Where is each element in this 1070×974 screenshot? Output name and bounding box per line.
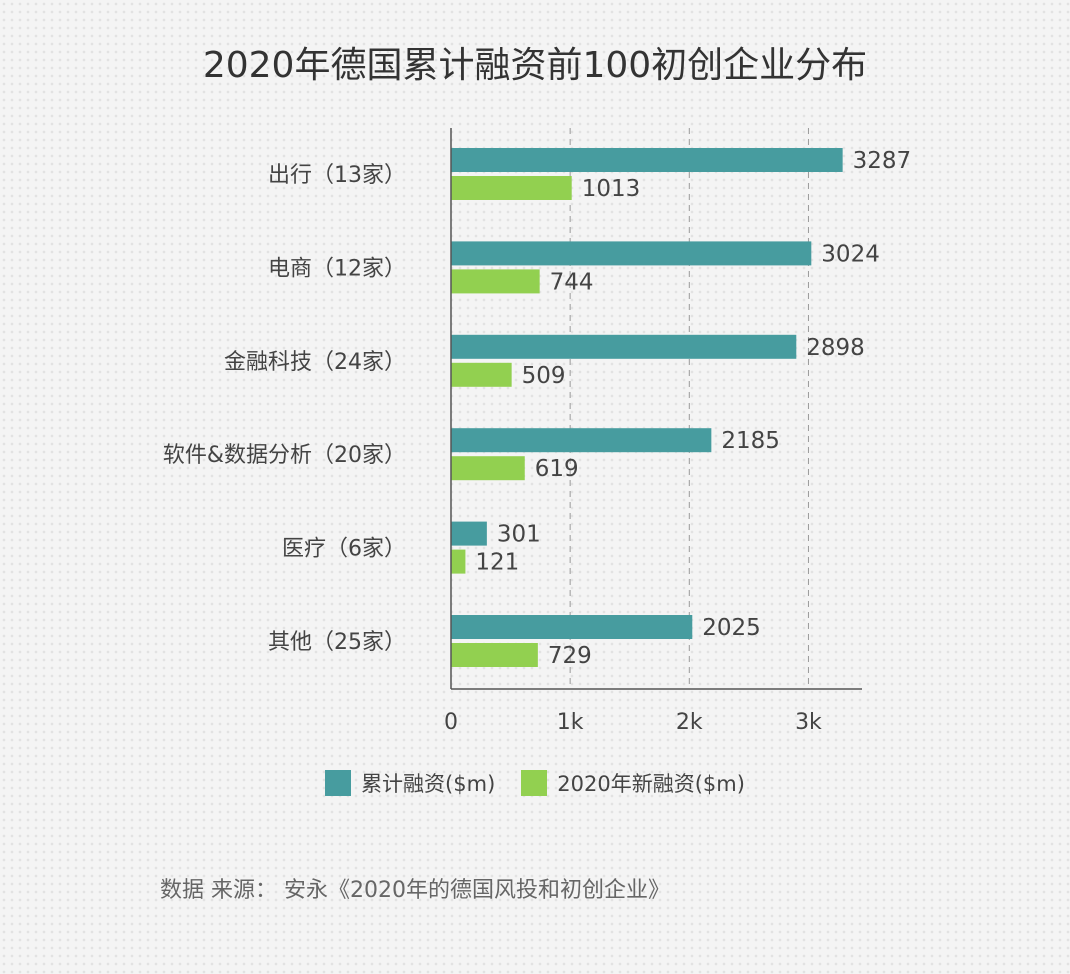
bar-value-label: 619 — [535, 456, 579, 482]
bar-cumulative — [451, 615, 693, 639]
x-tick-label: 0 — [444, 710, 458, 735]
bar-cumulative — [451, 428, 712, 453]
bar-new-2020 — [451, 643, 538, 667]
category-label: 金融科技（24家） — [224, 350, 406, 375]
legend-swatch-cumulative — [325, 770, 352, 796]
bar-value-label: 3024 — [821, 241, 880, 267]
bar-value-label: 2025 — [702, 615, 761, 641]
bar-new-2020 — [451, 549, 466, 574]
bar-new-2020 — [451, 362, 512, 387]
chart-legend: 累计融资($m) 2020年新融资($m) — [0, 768, 1070, 798]
bar-value-label: 121 — [475, 550, 519, 576]
category-label: 其他（25家） — [268, 630, 406, 655]
x-tick-label: 2k — [676, 710, 703, 735]
category-label: 软件&数据分析（20家） — [163, 443, 406, 468]
bar-value-label: 2185 — [721, 428, 780, 454]
bar-value-label: 1013 — [582, 176, 641, 202]
x-tick-label: 3k — [795, 710, 822, 735]
chart-title: 2020年德国累计融资前100初创企业分布 — [202, 45, 868, 86]
bar-value-label: 3287 — [853, 148, 912, 174]
legend-label-new-2020: 2020年新融资($m) — [557, 772, 745, 796]
category-label: 出行（13家） — [268, 163, 406, 188]
x-tick-label: 1k — [557, 710, 584, 735]
bar-cumulative — [451, 241, 812, 266]
bar-new-2020 — [451, 456, 525, 481]
bar-value-label: 509 — [522, 363, 566, 389]
bar-value-label: 2898 — [806, 335, 865, 361]
bar-new-2020 — [451, 176, 572, 200]
bar-new-2020 — [451, 269, 540, 294]
legend-item-new-2020: 2020年新融资($m) — [521, 768, 745, 798]
legend-swatch-new-2020 — [521, 770, 548, 796]
bar-cumulative — [451, 148, 843, 172]
bar-value-label: 744 — [550, 269, 594, 295]
bar-cumulative — [451, 521, 487, 546]
category-label: 电商（12家） — [268, 256, 406, 281]
legend-item-cumulative: 累计融资($m) — [325, 768, 495, 798]
legend-label-cumulative: 累计融资($m) — [361, 772, 496, 796]
bar-cumulative — [451, 334, 797, 359]
bar-value-label: 729 — [548, 643, 592, 669]
bar-value-label: 301 — [497, 522, 541, 548]
category-label: 医疗（6家） — [282, 537, 406, 562]
source-note: 数据 来源： 安永《2020年的德国风投和初创企业》 — [160, 878, 670, 903]
